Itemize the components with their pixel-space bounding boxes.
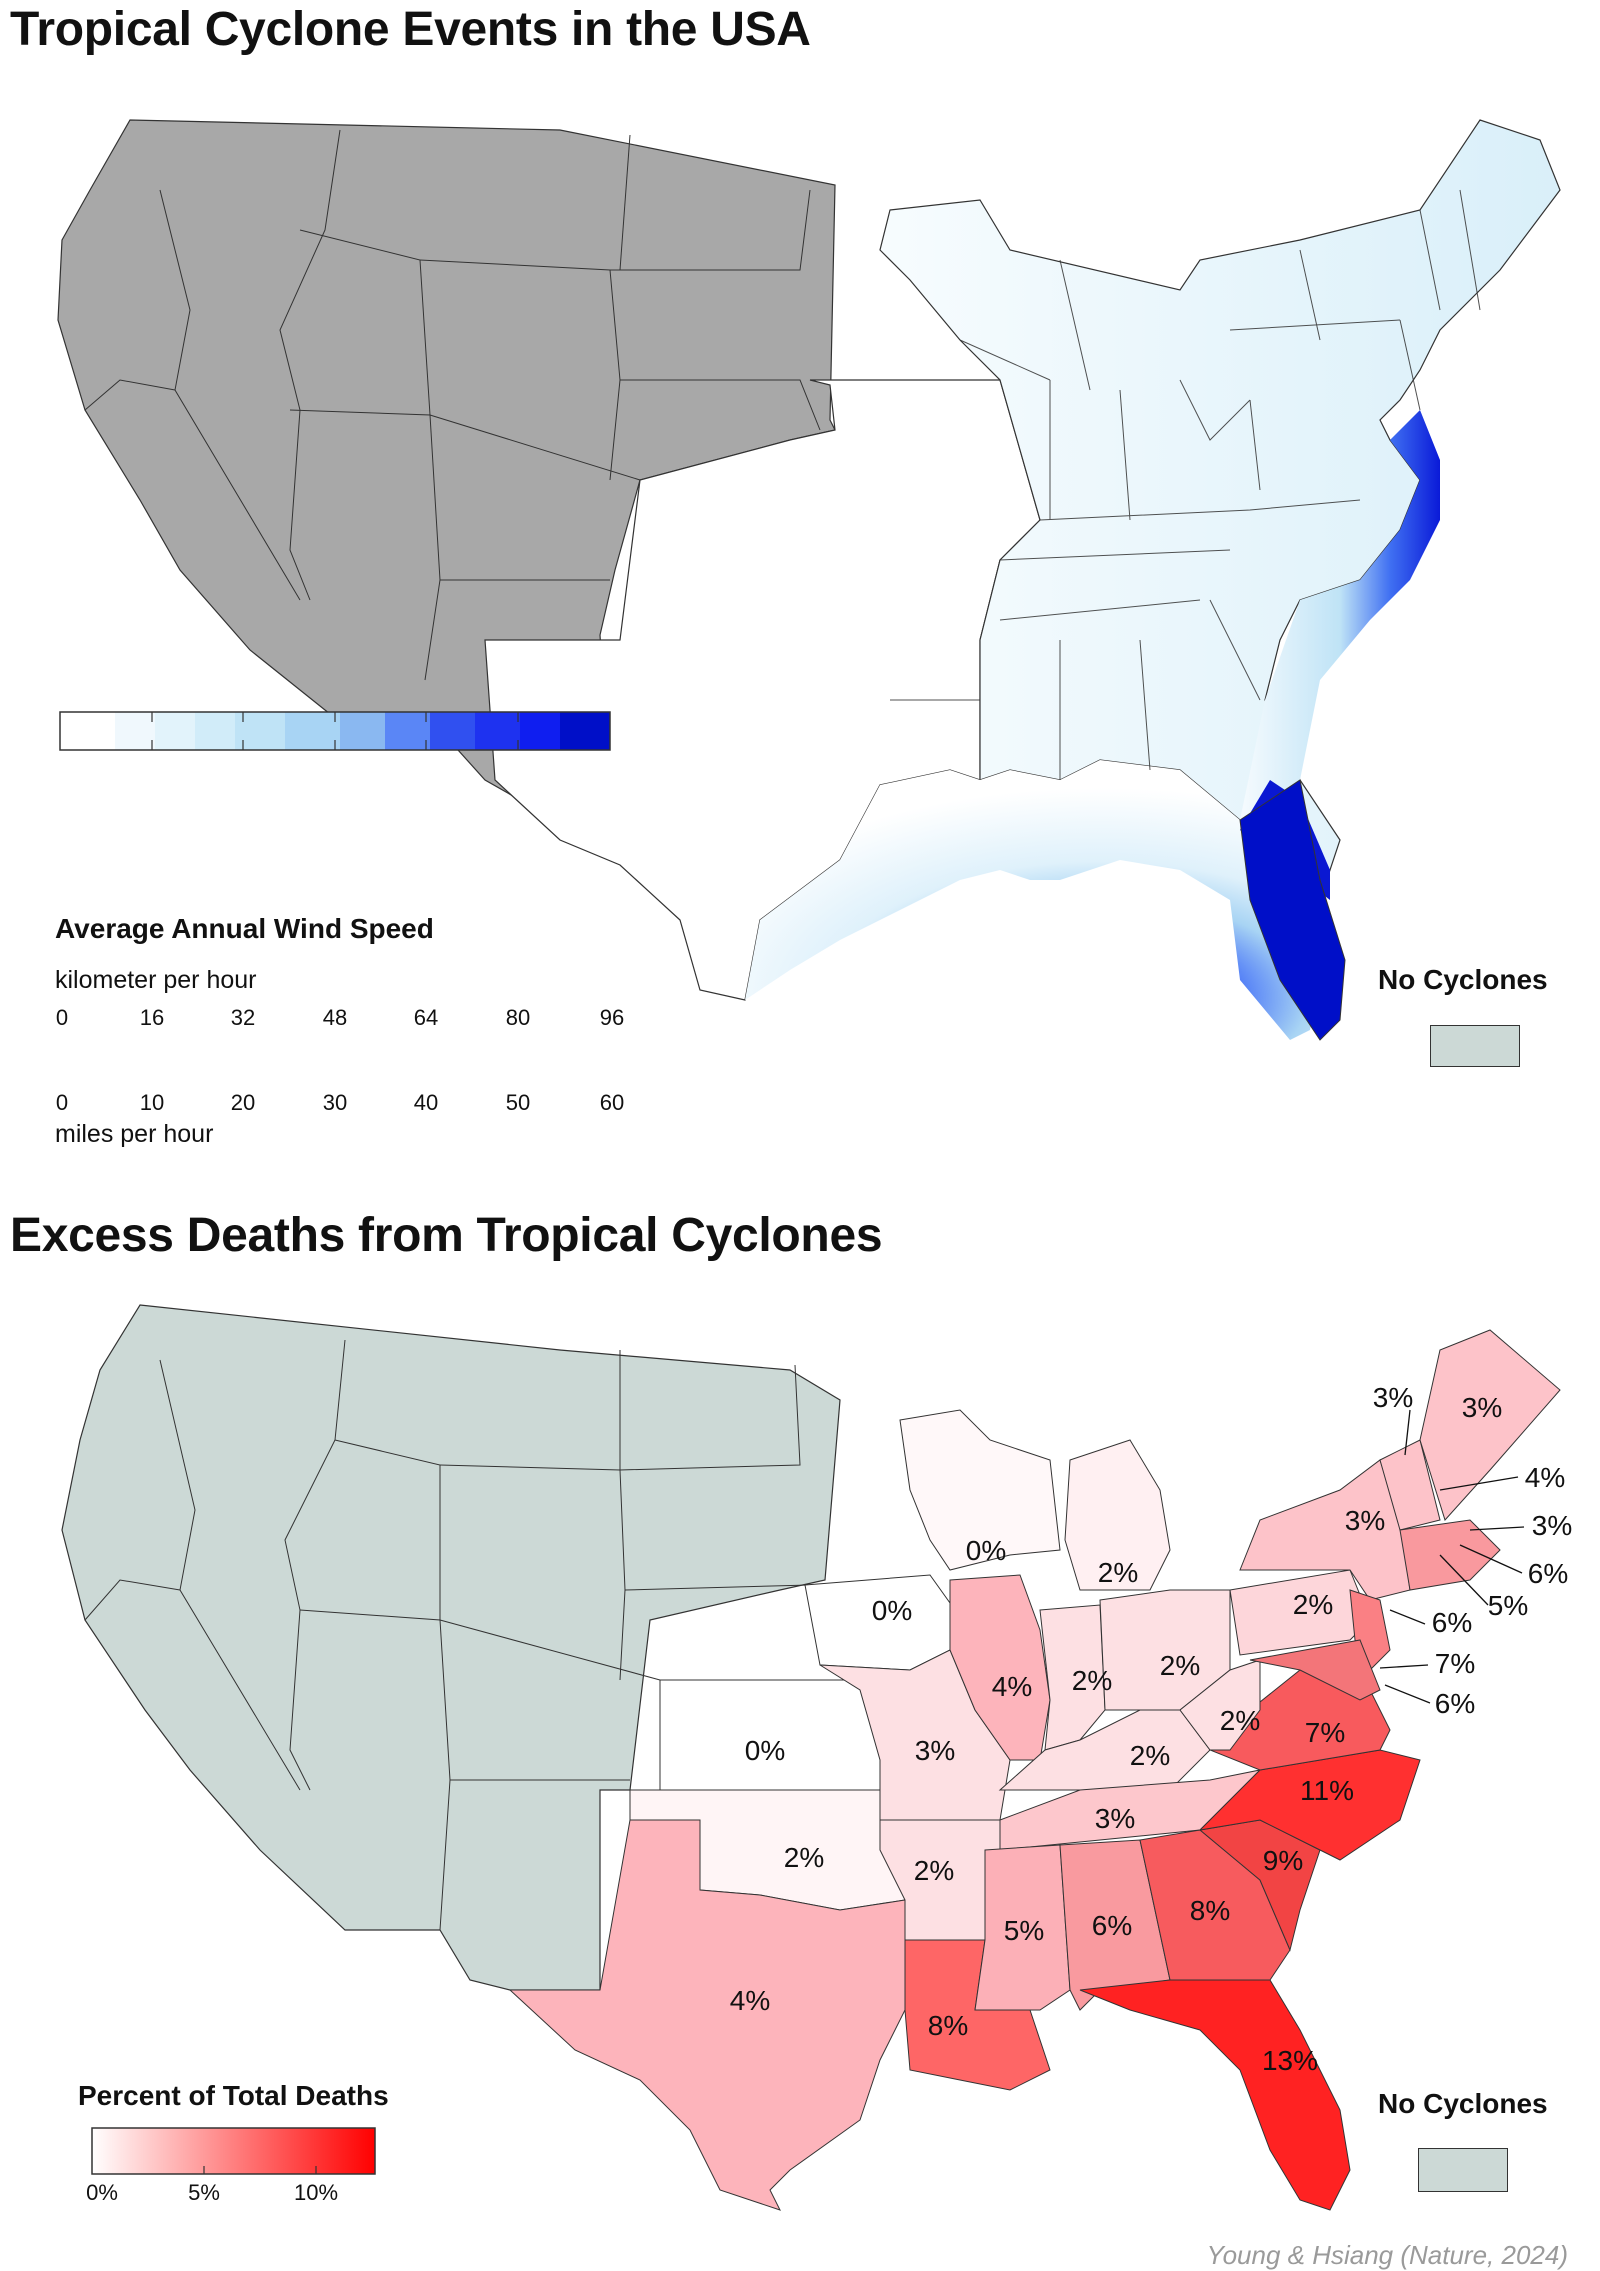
label-MA: 3%	[1532, 1510, 1572, 1541]
label-MI: 2%	[1098, 1557, 1138, 1588]
gulf-wind-band	[745, 760, 1320, 1040]
leader-lines	[1379, 1409, 1525, 1704]
kmh-tick: 80	[505, 1005, 531, 1030]
label-ME-west: 3%	[1373, 1382, 1413, 1413]
label-TN: 3%	[1095, 1803, 1135, 1834]
state-ME	[1419, 1329, 1561, 1521]
label-WI: 0%	[966, 1535, 1006, 1566]
wind-legend-colorbar	[59, 711, 611, 751]
mph-tick: 50	[505, 1090, 531, 1115]
deaths-tick: 10%	[293, 2180, 339, 2205]
label-LA: 8%	[928, 2010, 968, 2041]
label-NH: 4%	[1525, 1462, 1565, 1493]
state-MD-DE	[1249, 1639, 1381, 1701]
deaths-tick: 0%	[86, 2180, 118, 2205]
top-map-title: Tropical Cyclone Events in the USA	[10, 3, 811, 56]
label-TX: 4%	[730, 1985, 770, 2016]
label-KS: 0%	[745, 1735, 785, 1766]
mph-tick: 0	[55, 1090, 69, 1115]
label-MS: 5%	[1004, 1915, 1044, 1946]
state-MI	[1064, 1439, 1171, 1591]
state-MA-CT-RI	[1399, 1519, 1501, 1591]
label-FL: 13%	[1262, 2045, 1318, 2076]
bottom-no-cyclones-swatch	[1418, 2148, 1508, 2192]
kmh-tick: 48	[322, 1005, 348, 1030]
mph-tick: 60	[599, 1090, 625, 1115]
kmh-tick: 64	[413, 1005, 439, 1030]
mph-tick: 10	[139, 1090, 165, 1115]
top-no-cyclones-label: No Cyclones	[1378, 964, 1548, 995]
state-shapes	[508, 1329, 1561, 2211]
label-PA: 2%	[1293, 1589, 1333, 1620]
label-IL: 4%	[992, 1671, 1032, 1702]
mph-tick: 30	[322, 1090, 348, 1115]
wind-legend-unit-top: kilometer per hour	[55, 966, 257, 994]
florida	[1239, 779, 1346, 1041]
state-TX	[508, 1819, 906, 2211]
deaths-tick: 5%	[188, 2180, 220, 2205]
deaths-legend-colorbar	[91, 2127, 376, 2175]
label-GA: 8%	[1190, 1895, 1230, 1926]
deaths-legend-title: Percent of Total Deaths	[78, 2080, 389, 2111]
label-NJ: 6%	[1432, 1607, 1472, 1638]
kmh-tick: 96	[599, 1005, 625, 1030]
label-RI: 6%	[1528, 1558, 1568, 1589]
label-WV: 2%	[1220, 1705, 1260, 1736]
kmh-tick: 32	[230, 1005, 256, 1030]
west-region-gray	[61, 1304, 841, 1991]
label-CT: 5%	[1488, 1590, 1528, 1621]
wind-speed-map	[57, 119, 1561, 1041]
label-DE: 7%	[1435, 1648, 1475, 1679]
label-SC: 9%	[1263, 1845, 1303, 1876]
state-WV	[1179, 1659, 1261, 1751]
label-KY: 2%	[1130, 1740, 1170, 1771]
state-FL	[1079, 1979, 1351, 2211]
wind-legend-unit-bottom: miles per hour	[55, 1120, 214, 1148]
state-VT-NH	[1379, 1439, 1441, 1531]
label-OK: 2%	[784, 1842, 824, 1873]
mph-tick: 20	[230, 1090, 256, 1115]
mph-tick: 40	[413, 1090, 439, 1115]
label-MD: 6%	[1435, 1688, 1475, 1719]
west-region	[57, 119, 836, 801]
label-NY: 3%	[1345, 1505, 1385, 1536]
label-NC: 11%	[1300, 1775, 1354, 1806]
kmh-tick: 16	[139, 1005, 165, 1030]
bottom-no-cyclones-label: No Cyclones	[1378, 2088, 1548, 2119]
excess-deaths-map: 3% 3% 4% 3% 6% 5% 3% 6% 7% 6% 2% 0% 2% 0…	[61, 1304, 1572, 2211]
state-WI	[899, 1409, 1061, 1571]
kmh-tick: 0	[55, 1005, 69, 1030]
label-IN: 2%	[1072, 1665, 1112, 1696]
label-ME: 3%	[1462, 1392, 1502, 1423]
label-IA: 0%	[872, 1595, 912, 1626]
label-AL: 6%	[1092, 1910, 1132, 1941]
label-OH: 2%	[1160, 1650, 1200, 1681]
wind-legend-title: Average Annual Wind Speed	[55, 913, 434, 944]
label-VA: 7%	[1305, 1717, 1345, 1748]
top-no-cyclones-swatch	[1430, 1025, 1520, 1067]
label-AR: 2%	[914, 1855, 954, 1886]
atlantic-wind-band	[1240, 410, 1440, 880]
label-MO: 3%	[915, 1735, 955, 1766]
bottom-map-title: Excess Deaths from Tropical Cyclones	[10, 1209, 883, 1262]
state-labels: 3% 3% 4% 3% 6% 5% 3% 6% 7% 6% 2% 0% 2% 0…	[730, 1382, 1572, 2076]
source-credit: Young & Hsiang (Nature, 2024)	[1206, 2240, 1568, 2270]
